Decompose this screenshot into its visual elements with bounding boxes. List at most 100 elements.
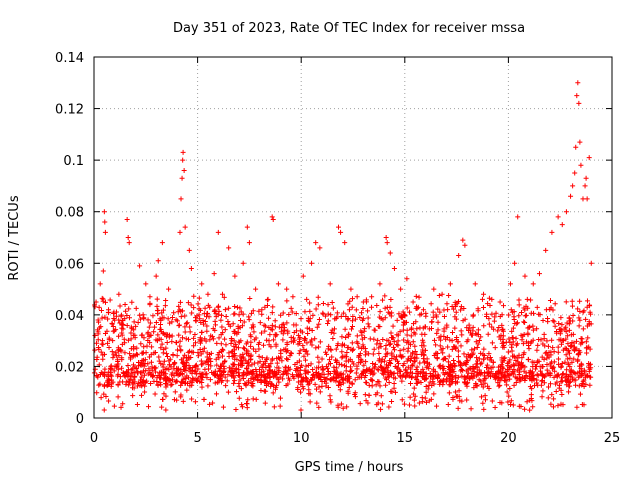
data-point — [404, 276, 410, 282]
y-tick-label: 0.04 — [55, 309, 84, 324]
x-tick-label: 10 — [293, 431, 310, 446]
x-tick-label: 0 — [90, 431, 98, 446]
data-point — [447, 281, 453, 287]
data-point — [570, 183, 576, 189]
data-point — [253, 286, 259, 292]
y-axis-label: ROTI / TECUs — [7, 195, 22, 280]
data-point — [102, 229, 108, 235]
data-point — [369, 294, 375, 300]
y-tick-label: 0.06 — [55, 257, 84, 272]
data-point — [549, 229, 555, 235]
data-point — [342, 240, 348, 246]
data-point — [101, 209, 107, 215]
plot-frame — [93, 56, 613, 419]
data-point — [226, 245, 232, 251]
x-tick-label: 20 — [500, 431, 517, 446]
data-point — [410, 299, 416, 305]
data-point — [420, 307, 426, 313]
data-point — [377, 281, 383, 287]
y-tick-label: 0.14 — [55, 51, 84, 66]
axes: 0 5 10 15 20 25 0 0.02 0.04 0.06 0.08 0.1 0.12 0.14 — [55, 51, 620, 446]
data-point — [489, 296, 495, 302]
data-point — [588, 260, 594, 266]
data-point — [116, 291, 122, 297]
data-point — [387, 250, 393, 256]
data-point — [211, 271, 217, 277]
data-point — [335, 224, 341, 230]
data-point — [95, 317, 101, 323]
data-point — [181, 167, 187, 173]
data-point — [188, 265, 194, 271]
data-point — [572, 170, 578, 176]
data-point — [159, 240, 165, 246]
data-point — [586, 155, 592, 161]
data-point — [360, 299, 366, 305]
x-tick-label: 15 — [397, 431, 414, 446]
data-point — [290, 294, 296, 300]
data-point — [456, 253, 462, 259]
data-point — [309, 260, 315, 266]
data-point — [219, 291, 225, 297]
data-point — [100, 268, 106, 274]
data-point — [166, 286, 172, 292]
data-points — [91, 80, 594, 413]
data-point — [199, 281, 205, 287]
data-point — [215, 229, 221, 235]
data-point — [147, 294, 153, 300]
data-point — [179, 175, 185, 181]
data-point — [125, 235, 131, 240]
y-tick-label: 0.08 — [55, 206, 84, 221]
data-point — [102, 219, 108, 225]
data-point — [124, 216, 130, 222]
x-tick-label: 25 — [604, 431, 621, 446]
y-tick-label: 0.1 — [63, 154, 84, 169]
data-point — [327, 281, 333, 287]
data-point — [180, 157, 186, 163]
data-point — [317, 245, 323, 251]
data-point — [522, 273, 528, 279]
data-point — [275, 281, 281, 287]
data-point — [269, 214, 275, 220]
data-point — [284, 286, 290, 292]
data-point — [110, 338, 116, 344]
data-point — [439, 291, 445, 297]
data-point — [431, 286, 437, 292]
data-point — [300, 273, 306, 279]
data-point — [497, 299, 503, 305]
data-point — [92, 332, 98, 338]
chart-title: Day 351 of 2023, Rate Of TEC Index for r… — [173, 21, 525, 36]
data-point — [180, 149, 186, 155]
y-tick-label: 0.12 — [55, 103, 84, 118]
data-point — [182, 224, 188, 230]
data-point — [574, 93, 580, 99]
data-point — [472, 281, 478, 287]
data-point — [177, 229, 183, 235]
data-point — [186, 247, 192, 253]
data-point — [530, 281, 536, 287]
data-point — [259, 307, 265, 313]
data-point — [391, 265, 397, 271]
data-point — [348, 286, 354, 292]
data-point — [244, 224, 250, 230]
data-point — [354, 294, 360, 300]
data-point — [512, 260, 518, 266]
data-point — [559, 222, 565, 228]
data-point — [584, 196, 590, 202]
data-point — [481, 291, 487, 297]
data-point — [270, 216, 276, 222]
data-point — [384, 240, 390, 246]
data-point — [573, 144, 579, 150]
data-point — [583, 175, 589, 181]
data-point — [515, 214, 521, 220]
data-point — [563, 209, 569, 215]
data-point — [155, 258, 161, 264]
data-point — [122, 302, 128, 308]
data-point — [205, 291, 211, 297]
data-point — [460, 237, 466, 243]
x-axis-label: GPS time / hours — [295, 460, 404, 475]
data-point — [462, 242, 468, 248]
data-point — [507, 281, 513, 287]
data-point — [398, 286, 404, 292]
data-point — [106, 307, 112, 313]
